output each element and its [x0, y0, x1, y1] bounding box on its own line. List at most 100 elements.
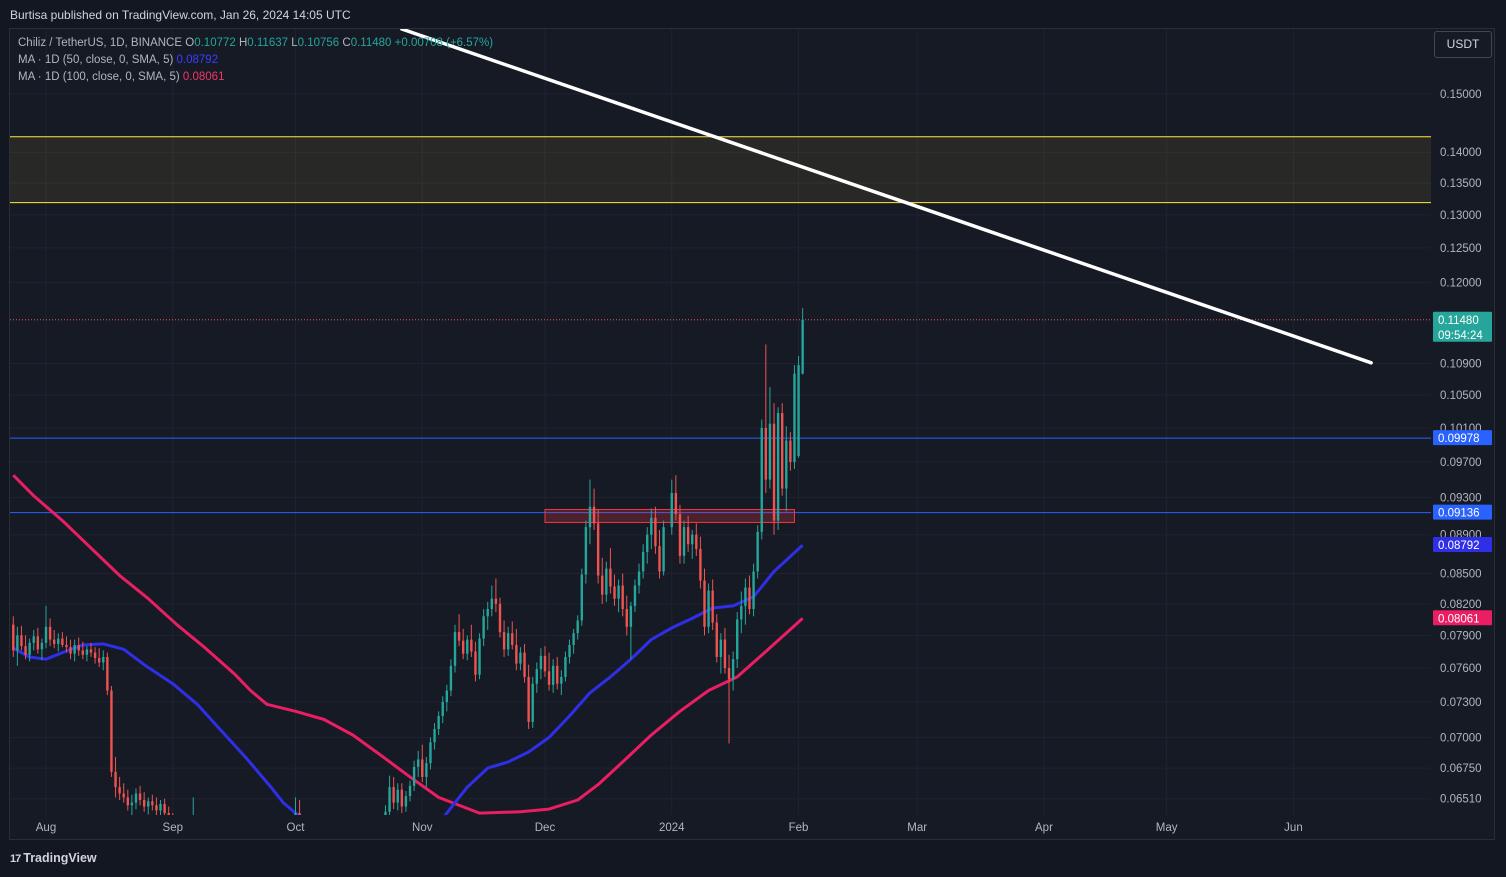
price-axis: 0.15000 0.14000 0.13500 0.13000 0.12500 0.120…: [1433, 89, 1492, 806]
price-axis-tick-label: 0.12500: [1440, 243, 1482, 255]
candle: [40, 638, 44, 661]
candle-body: [711, 590, 714, 623]
currency-button[interactable]: USDT: [1434, 31, 1492, 58]
candle: [404, 790, 408, 812]
tradingview-logo[interactable]: 17 TradingView: [10, 851, 97, 865]
candle-body: [686, 527, 690, 545]
candle-body: [445, 690, 449, 703]
candle: [142, 792, 146, 812]
candle-body: [556, 665, 559, 684]
legend-close-value: 0.11480: [350, 37, 392, 49]
price-axis-tick-label: 0.09300: [1440, 493, 1482, 505]
candle-body: [408, 785, 412, 797]
candle-body: [147, 801, 150, 807]
candle-body: [93, 652, 97, 659]
candle: [502, 620, 506, 657]
candle: [637, 563, 641, 594]
legend-high-value: 0.11637: [247, 37, 289, 49]
candle-body: [315, 833, 317, 838]
legend-low-label: L: [291, 37, 298, 49]
candle: [192, 797, 194, 815]
candle: [77, 637, 80, 656]
candle-body: [470, 639, 473, 652]
candle: [727, 654, 731, 744]
candle: [678, 504, 682, 564]
candle: [294, 797, 297, 815]
candle: [547, 652, 551, 691]
candle-body: [768, 423, 772, 480]
candle-body: [531, 683, 534, 722]
candle: [102, 650, 105, 671]
candle-body: [707, 590, 710, 627]
candle-body: [24, 646, 27, 655]
candle: [65, 636, 68, 653]
legend-high-label: H: [238, 37, 248, 49]
candle: [126, 789, 129, 811]
candle: [580, 568, 583, 626]
legend-ma100-row: MA · 1D (100, close, 0, SMA, 5) 0.08061: [18, 69, 493, 86]
candle: [511, 621, 514, 650]
candle: [445, 684, 449, 712]
price-badge-label: 0.11480: [1438, 315, 1479, 327]
legend-ma50-value: 0.08792: [176, 54, 219, 66]
candle: [134, 788, 138, 810]
candle-body: [670, 493, 673, 528]
candle-body: [449, 665, 453, 691]
candle: [85, 646, 89, 662]
candle: [466, 635, 469, 661]
candle-body: [188, 829, 190, 834]
candle-body: [486, 609, 489, 617]
candle-body: [466, 639, 469, 654]
candle: [789, 432, 792, 471]
publish-info: Burtisa published on TradingView.com, Ja…: [10, 8, 351, 22]
candle: [691, 529, 694, 559]
candle-body: [560, 676, 563, 684]
candle-body: [478, 638, 481, 675]
candle-body: [744, 587, 747, 606]
candle-body: [596, 523, 600, 576]
candle-body: [588, 506, 592, 528]
candle-body: [584, 527, 588, 575]
candle: [400, 783, 404, 814]
candle-body: [494, 598, 498, 604]
candle-body: [511, 633, 514, 645]
candle: [613, 574, 616, 606]
price-axis-tick-label: 0.07300: [1440, 697, 1482, 709]
candle: [670, 479, 673, 535]
candle: [797, 355, 800, 458]
candle: [752, 563, 755, 617]
candle-body: [294, 813, 297, 815]
candle-body: [527, 676, 530, 722]
candle: [568, 639, 571, 664]
candle-body: [736, 619, 739, 660]
candle: [543, 646, 547, 677]
ma100-line: [12, 474, 804, 815]
time-axis-tick-label: Dec: [535, 822, 556, 834]
chart-legend: Chiliz / TetherUS, 1D, BINANCE O0.10772 …: [18, 35, 493, 86]
candle-body: [617, 585, 620, 599]
candle: [163, 798, 166, 815]
candle: [196, 818, 198, 840]
time-axis-tick-label: Jun: [1284, 822, 1303, 834]
price-axis-tick-label: 0.14000: [1440, 147, 1482, 159]
candle-body: [576, 620, 579, 634]
candle-body: [404, 796, 408, 807]
time-axis-tick-label: 2024: [659, 822, 685, 834]
time-axis-tick-label: Mar: [907, 822, 927, 834]
price-axis-badge: 0.08061: [1433, 610, 1492, 626]
candle: [118, 776, 121, 800]
candle: [658, 529, 661, 579]
candle-body: [727, 668, 731, 680]
candle-body: [307, 830, 309, 834]
candle-body: [621, 585, 624, 610]
candle-body: [633, 585, 637, 606]
candle: [319, 828, 321, 842]
candle: [601, 557, 604, 604]
candle: [662, 520, 665, 576]
candle: [114, 756, 117, 798]
candle-body: [568, 644, 571, 657]
candle-body: [625, 609, 628, 627]
candle-body: [789, 440, 792, 463]
candle-body: [48, 626, 52, 640]
